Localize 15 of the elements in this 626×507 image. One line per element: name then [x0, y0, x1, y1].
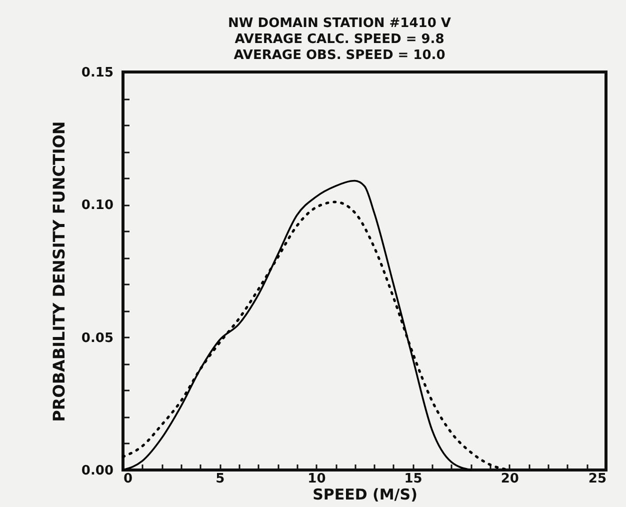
x-axis-title: SPEED (M/S)	[312, 486, 418, 504]
y-tick-label: 0.15	[81, 66, 114, 80]
y-axis-title: PROBABILITY DENSITY FUNCTION	[49, 121, 68, 422]
x-tick-label: 25	[588, 472, 606, 486]
x-tick-label: 5	[216, 472, 225, 486]
y-tick-label: 0.05	[81, 330, 114, 346]
text: AVERAGE CALC. SPEED = 9.8	[234, 32, 444, 47]
x-tick-label: 10	[308, 472, 326, 486]
x-tick-label: 20	[500, 472, 519, 486]
y-tick-label: 0.00	[81, 464, 114, 478]
y-tick-label: 0.10	[81, 198, 114, 214]
text: NW DOMAIN STATION #1410 V	[228, 16, 451, 31]
x-tick-label: 0	[124, 472, 133, 486]
text: AVERAGE OBS. SPEED = 10.0	[234, 48, 446, 63]
x-tick-label: 15	[404, 472, 422, 486]
